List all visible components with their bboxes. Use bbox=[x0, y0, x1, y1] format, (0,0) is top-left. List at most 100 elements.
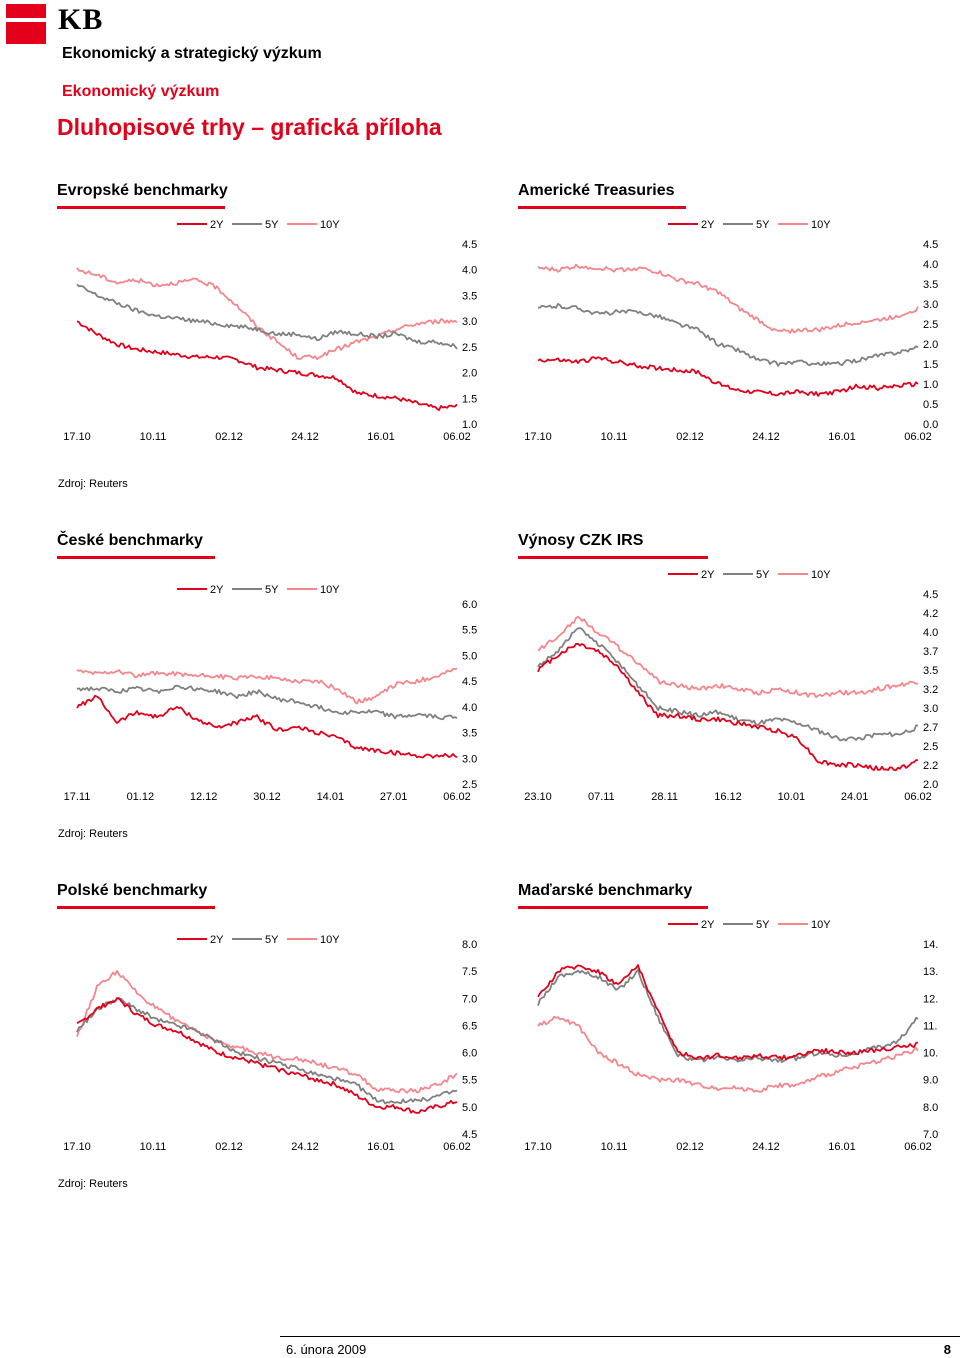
chart-title: Maďarské benchmarky bbox=[518, 882, 693, 899]
legend-label: 5Y bbox=[756, 219, 770, 231]
line-chart: 4.50 4.25 4.00 3.75 3.50 3.25 3.00 2.75 2.50 2.25… bbox=[524, 569, 938, 803]
kb-logo-mark bbox=[6, 4, 46, 44]
chart-panel: Maďarské benchmarky14.0013.0012.0011.001… bbox=[518, 882, 938, 1172]
series-line-10y bbox=[76, 969, 458, 1094]
x-tick-label: 10.11 bbox=[601, 1141, 628, 1153]
y-tick-label: 4.50 bbox=[462, 676, 477, 688]
y-tick-label: 2.50 bbox=[462, 342, 477, 354]
line-chart: 4.50 4.00 3.50 3.00 2.50 2.00 1.50 1.00 0.50 0.00… bbox=[524, 219, 938, 443]
series-line-5y bbox=[76, 997, 458, 1105]
y-tick-label: 5.50 bbox=[462, 1075, 477, 1087]
legend-label: 10Y bbox=[320, 584, 340, 596]
legend-label: 2Y bbox=[210, 584, 224, 596]
series-line-5y bbox=[76, 283, 458, 350]
page-title: Dluhopisové trhy – grafická příloha bbox=[57, 114, 442, 140]
x-tick-label: 17.10 bbox=[63, 1141, 91, 1153]
x-tick-label: 28.11 bbox=[651, 791, 678, 803]
y-tick-label: 6.00 bbox=[462, 599, 477, 611]
x-tick-label: 06.02 bbox=[904, 791, 932, 803]
y-tick-label: 2.00 bbox=[923, 339, 938, 351]
y-tick-label: 1.50 bbox=[462, 393, 477, 405]
series-line-2y bbox=[76, 694, 458, 759]
chart-title: Evropské benchmarky bbox=[57, 182, 228, 199]
title-rule bbox=[518, 206, 686, 209]
chart-panel: Výnosy CZK IRS 4.50 4.25 4.00 3.75 3.50 3.25 3.… bbox=[518, 532, 938, 822]
chart-panel: Polské benchmarky 8.00 7.50 7.00 6.50 6.00 5.5… bbox=[57, 882, 477, 1172]
x-tick-label: 16.01 bbox=[367, 431, 395, 443]
legend-label: 10Y bbox=[320, 934, 340, 946]
series-line-2y bbox=[537, 356, 919, 397]
department-heading: Ekonomický a strategický výzkum bbox=[62, 45, 322, 62]
x-tick-label: 23.10 bbox=[524, 791, 552, 803]
y-tick-label: 1.00 bbox=[462, 419, 477, 431]
y-tick-label: 3.00 bbox=[462, 753, 477, 765]
kb-logo-text: KB bbox=[58, 3, 104, 36]
y-tick-label: 1.50 bbox=[923, 359, 938, 371]
series-line-10y bbox=[537, 615, 919, 699]
y-tick-label: 5.50 bbox=[462, 625, 477, 637]
x-tick-label: 24.12 bbox=[291, 431, 319, 443]
y-tick-label: 6.00 bbox=[462, 1048, 477, 1060]
x-tick-label: 10.11 bbox=[601, 431, 628, 443]
title-rule bbox=[518, 906, 708, 909]
series-line-10y bbox=[76, 267, 458, 361]
y-tick-label: 2.25 bbox=[923, 760, 938, 772]
legend-label: 5Y bbox=[265, 934, 279, 946]
y-tick-label: 3.00 bbox=[923, 703, 938, 715]
y-tick-label: 5.00 bbox=[462, 650, 477, 662]
legend-label: 10Y bbox=[811, 919, 831, 931]
y-tick-label: 2.50 bbox=[923, 741, 938, 753]
y-tick-label: 7.50 bbox=[462, 966, 477, 978]
x-tick-label: 16.01 bbox=[828, 431, 856, 443]
chart-title: Polské benchmarky bbox=[57, 882, 208, 899]
line-chart: 4.50 4.00 3.50 3.00 2.50 2.00 1.50 1.00 17.10 10.… bbox=[63, 219, 477, 443]
x-tick-label: 16.01 bbox=[828, 1141, 856, 1153]
chart-title: Výnosy CZK IRS bbox=[518, 532, 644, 549]
y-tick-label: 3.00 bbox=[923, 299, 938, 311]
title-rule bbox=[57, 556, 215, 559]
title-rule bbox=[57, 206, 225, 209]
line-chart: 14.00 13.00 12.00 11.00 10.00 9.00 8.00 7.00 17.… bbox=[524, 919, 938, 1153]
source-note: Zdroj: Reuters bbox=[58, 828, 128, 840]
x-tick-label: 06.02 bbox=[443, 1141, 471, 1153]
legend-label: 10Y bbox=[811, 569, 831, 581]
footer-date: 6. února 2009 bbox=[286, 1342, 367, 1357]
source-note: Zdroj: Reuters bbox=[58, 478, 128, 490]
x-tick-label: 17.10 bbox=[524, 431, 552, 443]
x-tick-label: 02.12 bbox=[676, 431, 704, 443]
chart-title: Americké Treasuries bbox=[518, 182, 675, 199]
y-tick-label: 3.50 bbox=[462, 290, 477, 302]
y-tick-label: 14.00 bbox=[923, 939, 938, 951]
legend-label: 2Y bbox=[701, 919, 715, 931]
series-line-5y bbox=[76, 684, 458, 721]
y-tick-label: 4.00 bbox=[923, 627, 938, 639]
y-tick-label: 4.50 bbox=[923, 589, 938, 601]
y-tick-label: 3.75 bbox=[923, 646, 938, 658]
series-line-10y bbox=[537, 1015, 919, 1093]
y-tick-label: 10.00 bbox=[923, 1048, 938, 1060]
footer-rule bbox=[280, 1336, 960, 1337]
y-tick-label: 9.00 bbox=[923, 1075, 938, 1087]
y-tick-label: 0.50 bbox=[923, 399, 938, 411]
y-tick-label: 12.00 bbox=[923, 993, 938, 1005]
y-tick-label: 5.00 bbox=[462, 1102, 477, 1114]
legend-label: 2Y bbox=[210, 934, 224, 946]
x-tick-label: 27.01 bbox=[380, 791, 408, 803]
legend-label: 2Y bbox=[701, 219, 715, 231]
source-note: Zdroj: Reuters bbox=[58, 1178, 128, 1190]
x-tick-label: 24.12 bbox=[752, 1141, 780, 1153]
y-tick-label: 2.00 bbox=[923, 779, 938, 791]
y-tick-label: 7.00 bbox=[923, 1129, 938, 1141]
x-tick-label: 17.11 bbox=[64, 791, 91, 803]
x-tick-label: 01.12 bbox=[127, 791, 155, 803]
series-line-2y bbox=[76, 320, 458, 412]
line-chart: 8.00 7.50 7.00 6.50 6.00 5.50 5.00 4.50 17.10 10.… bbox=[63, 934, 477, 1153]
x-tick-label: 12.12 bbox=[190, 791, 218, 803]
x-tick-label: 10.11 bbox=[140, 431, 167, 443]
y-tick-label: 3.50 bbox=[462, 728, 477, 740]
y-tick-label: 2.75 bbox=[923, 722, 938, 734]
series-line-2y bbox=[76, 997, 458, 1114]
legend-label: 2Y bbox=[701, 569, 715, 581]
x-tick-label: 24.01 bbox=[841, 791, 869, 803]
x-tick-label: 24.12 bbox=[752, 431, 780, 443]
